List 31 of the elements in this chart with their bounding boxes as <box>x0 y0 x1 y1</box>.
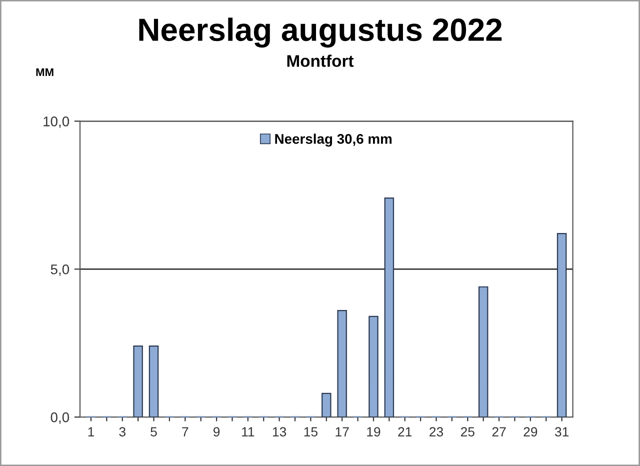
legend-label: Neerslag 30,6 mm <box>275 134 392 147</box>
bar <box>368 316 378 418</box>
x-tick-label: 11 <box>242 427 254 436</box>
y-axis-title: MM <box>36 68 54 76</box>
bar <box>322 392 332 418</box>
x-tick-label: 21 <box>398 427 412 436</box>
bar <box>478 286 488 418</box>
chart-title: Neerslag augustus 2022 <box>139 18 502 48</box>
x-tick-label: 1 <box>88 427 94 436</box>
y-tick-label: 5,0 <box>50 264 70 276</box>
y-tick-label: 10,0 <box>44 116 70 128</box>
x-tick-label: 9 <box>213 427 220 436</box>
x-tick-label: 3 <box>119 427 126 436</box>
x-tick-label: 23 <box>430 427 444 436</box>
chart-subtitle: Montfort <box>287 54 354 67</box>
x-tick-label: 7 <box>182 427 188 436</box>
x-tick-label: 15 <box>304 427 318 436</box>
x-tick-label: 29 <box>524 427 538 436</box>
y-tick-label: 0,0 <box>50 412 70 424</box>
bar <box>556 233 567 418</box>
x-tick-label: 31 <box>554 427 569 436</box>
x-tick-label: 27 <box>492 427 506 436</box>
bar <box>148 345 159 418</box>
x-tick-label: 13 <box>272 427 286 436</box>
x-tick-label: 17 <box>336 427 349 436</box>
bar <box>384 198 394 418</box>
x-tick-label: 19 <box>367 427 380 436</box>
x-tick-label: 25 <box>460 427 474 436</box>
bar <box>133 345 143 418</box>
x-tick-label: 5 <box>150 427 157 436</box>
bar <box>337 310 347 418</box>
